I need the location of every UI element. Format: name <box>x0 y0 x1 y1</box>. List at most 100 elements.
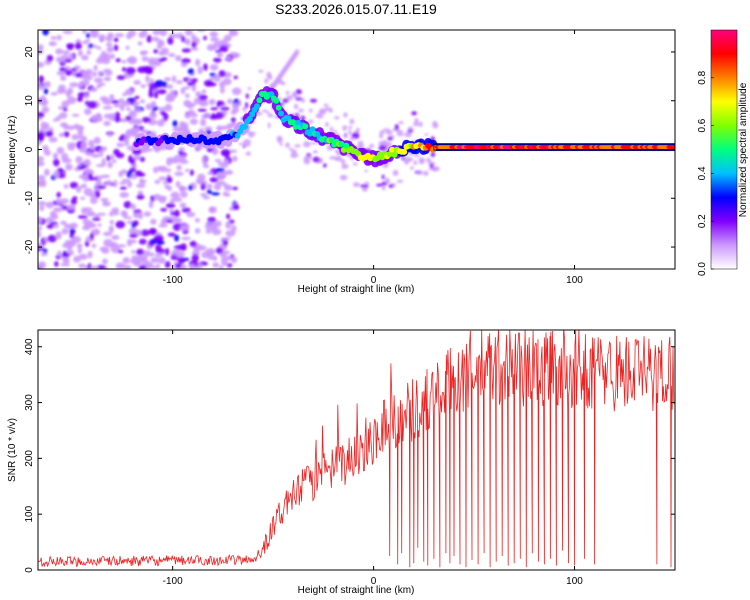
figure-title: S233.2026.015.07.11.E19 <box>275 1 437 17</box>
noise-speckle <box>74 72 83 78</box>
ridge-core <box>246 115 253 122</box>
noise-speckle <box>81 40 89 45</box>
noise-speckle <box>232 204 240 211</box>
noise-speckle <box>207 171 213 175</box>
noise-speckle <box>343 134 348 138</box>
noise-speckle <box>184 30 193 36</box>
noise-speckle <box>231 256 238 264</box>
noise-speckle <box>77 247 82 254</box>
noise-speckle <box>71 134 79 141</box>
noise-speckle <box>218 265 224 269</box>
noise-speckle <box>148 87 153 94</box>
noise-speckle <box>205 221 213 226</box>
noise-speckle <box>414 118 419 124</box>
noise-speckle <box>378 145 387 151</box>
noise-speckle <box>78 253 88 260</box>
noise-speckle <box>127 30 137 37</box>
noise-speckle <box>349 118 355 125</box>
noise-speckle <box>67 96 77 105</box>
noise-speckle <box>40 252 48 257</box>
noise-speckle <box>41 106 50 114</box>
noise-speckle <box>50 92 58 96</box>
noise-speckle <box>290 152 299 159</box>
noise-speckle <box>124 141 130 147</box>
y-tick-label: -20 <box>24 239 35 254</box>
noise-speckle <box>111 207 120 213</box>
noise-speckle <box>336 156 342 162</box>
y-tick-label: 0 <box>24 146 35 152</box>
noise-speckle <box>78 81 84 89</box>
x-tick-label: -100 <box>163 275 183 286</box>
noise-speckle <box>312 156 321 163</box>
noise-speckle <box>197 108 207 112</box>
noise-speckle <box>267 75 273 80</box>
noise-speckle <box>140 229 151 237</box>
noise-speckle <box>121 178 131 183</box>
noise-speckle <box>71 68 77 72</box>
noise-speckle <box>329 156 337 160</box>
noise-speckle <box>396 179 404 183</box>
noise-speckle <box>83 71 93 76</box>
noise-speckle <box>75 156 83 164</box>
ridge-core <box>234 132 241 139</box>
noise-speckle <box>38 160 45 167</box>
noise-speckle <box>115 220 126 229</box>
noise-speckle <box>55 231 62 240</box>
noise-speckle <box>165 219 173 223</box>
spectrogram-y-label: Frequency (Hz) <box>7 116 18 185</box>
noise-speckle <box>164 184 171 189</box>
noise-speckle <box>62 30 73 34</box>
noise-speckle <box>185 38 191 46</box>
noise-speckle <box>121 101 131 107</box>
noise-speckle <box>122 67 126 72</box>
snr-y-label: SNR (10 * v/v) <box>7 418 18 482</box>
noise-speckle <box>42 145 49 152</box>
noise-speckle <box>425 158 432 163</box>
noise-speckle <box>166 176 173 184</box>
noise-speckle <box>61 228 69 235</box>
noise-speckle <box>215 167 225 173</box>
noise-speckle <box>231 224 237 233</box>
noise-speckle <box>106 155 111 162</box>
noise-speckle <box>144 66 154 73</box>
noise-speckle <box>94 77 103 84</box>
noise-speckle <box>67 144 75 151</box>
noise-speckle <box>225 193 231 197</box>
spectrogram-ridge-layer <box>132 86 675 168</box>
noise-speckle <box>210 224 218 232</box>
noise-speckle <box>122 138 130 143</box>
noise-speckle <box>232 155 238 162</box>
x-tick-label: 0 <box>371 576 377 587</box>
noise-speckle <box>96 46 102 50</box>
noise-speckle <box>168 53 176 58</box>
noise-speckle <box>62 259 70 264</box>
noise-speckle <box>133 220 139 227</box>
noise-speckle <box>329 126 334 133</box>
snr-panel: -100 0 100 0 100 200 300 400 Height of straigh… <box>7 329 676 596</box>
noise-speckle <box>201 89 207 94</box>
noise-speckle <box>38 141 42 145</box>
noise-speckle <box>84 94 89 99</box>
noise-speckle <box>181 58 191 64</box>
noise-speckle <box>247 87 252 91</box>
noise-speckle <box>81 55 89 61</box>
noise-speckle <box>245 151 251 156</box>
noise-speckle <box>200 183 206 191</box>
noise-speckle <box>96 185 107 189</box>
noise-speckle <box>154 253 163 258</box>
noise-speckle <box>155 248 166 254</box>
noise-speckle <box>111 235 120 240</box>
noise-speckle <box>59 112 68 119</box>
noise-speckle <box>154 179 161 184</box>
noise-speckle <box>90 153 101 158</box>
noise-speckle <box>58 106 64 110</box>
noise-speckle <box>188 184 193 191</box>
noise-speckle <box>267 113 274 118</box>
noise-speckle <box>77 215 88 219</box>
noise-speckle <box>65 66 70 71</box>
noise-speckle <box>104 174 110 178</box>
noise-speckle <box>146 148 153 152</box>
noise-speckle <box>169 198 175 204</box>
noise-speckle <box>411 111 417 116</box>
noise-speckle <box>81 160 92 166</box>
